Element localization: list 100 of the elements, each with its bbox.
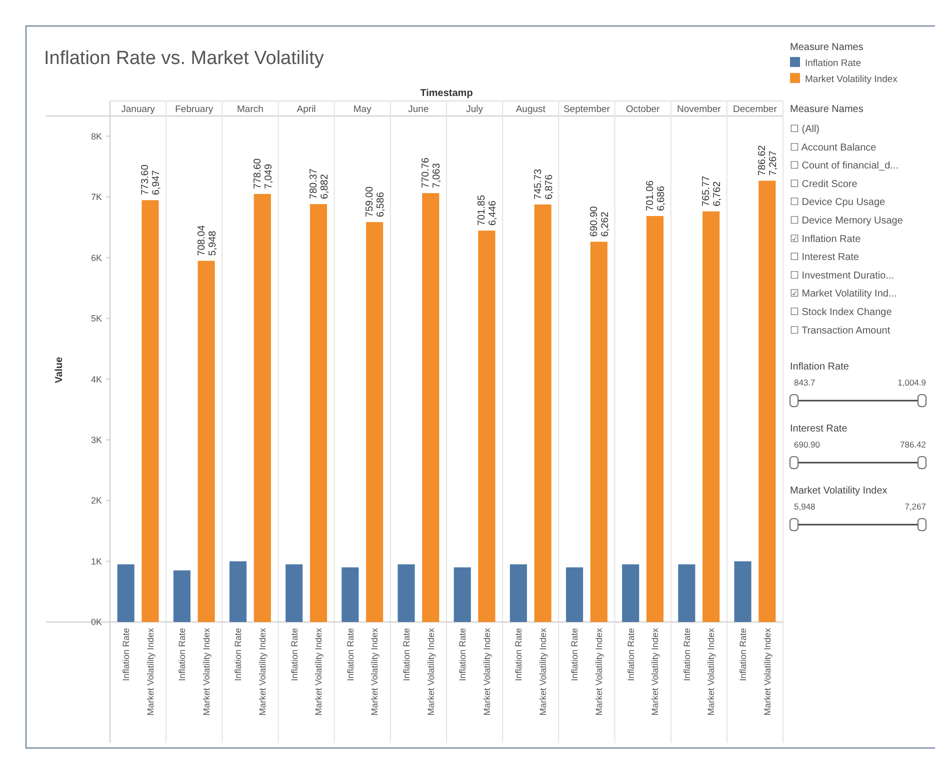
text: Market Volatility Index: [201, 628, 212, 716]
bar: [510, 564, 527, 622]
bar: [702, 211, 720, 622]
text: Inflation Rate: [177, 628, 188, 682]
x-tick-label: May: [353, 104, 372, 115]
category-label: ☐ Count of financial_d...: [790, 160, 898, 172]
text: Market Volatility Index: [482, 628, 492, 716]
category-label: ☐ Credit Score: [790, 178, 858, 190]
text: Inflation Rate: [458, 628, 468, 682]
data-label: 773.60 6,947: [140, 164, 162, 196]
bar: [366, 222, 384, 622]
data-label: 786.62 7,267: [757, 144, 780, 176]
y-tick-label: 4K: [90, 374, 102, 384]
bar: [342, 567, 359, 622]
bar: [566, 567, 584, 622]
x-tick-label: March: [237, 104, 264, 115]
bar: [590, 242, 608, 622]
text: Market Volatility Index: [594, 628, 604, 716]
y-tick-label: 8K: [90, 131, 102, 142]
text: Market Volatility Index: [426, 628, 436, 716]
data-label: 708.04 5,948: [196, 224, 218, 256]
text: Market Volatility Index: [706, 628, 716, 716]
text: Inflation Rate: [233, 628, 244, 682]
text: Inflation Rate: [570, 628, 580, 682]
category-label: ☐ Transaction Amount: [790, 325, 890, 336]
text: Market Volatility Index: [314, 628, 324, 716]
data-label: 765.77 6,762: [701, 175, 724, 206]
bar: [398, 564, 415, 622]
text: Inflation Rate: [289, 628, 300, 682]
text: 5,948: [794, 502, 816, 512]
data-label: 770.76 7,063: [420, 157, 443, 188]
text: Market Volatility Index: [538, 628, 548, 716]
data-label: 780.37 6,882: [308, 168, 330, 200]
category-label: ☐ Device Cpu Usage: [790, 197, 886, 208]
x-tick-label: November: [676, 104, 721, 115]
x-tick-label: February: [175, 104, 214, 115]
text: Inflation Rate: [514, 628, 524, 682]
y-tick-label: 7K: [90, 192, 102, 202]
text: Measure Names: [790, 104, 864, 115]
y-tick-label: 1K: [90, 556, 102, 566]
bar: [646, 216, 664, 622]
bar: [534, 204, 552, 622]
category-label: ☐ Interest Rate: [790, 252, 860, 264]
bar: [286, 564, 303, 622]
bar: [198, 260, 215, 622]
bar: [173, 570, 190, 622]
text: 1,004.9: [898, 378, 926, 388]
x-axis-title: Timestamp: [420, 88, 473, 99]
bar: [478, 230, 496, 622]
bar: [758, 180, 776, 622]
data-label: 745.73 6,876: [532, 168, 555, 200]
category-label: ☑ Market Volatility Ind...: [790, 288, 897, 300]
bar: [622, 564, 640, 622]
category-label: ☐ Account Balance: [790, 142, 877, 154]
x-tick-label: August: [516, 104, 546, 115]
text: Market Volatility Index: [790, 486, 888, 497]
text: 786.42: [900, 440, 926, 450]
text: Inflation Rate: [790, 362, 850, 373]
text: Inflation Rate: [121, 628, 131, 682]
text: Interest Rate: [790, 424, 848, 435]
x-tick-label: September: [563, 104, 610, 115]
text: Market Volatility Index: [762, 628, 772, 716]
legend-label: Inflation Rate: [805, 58, 861, 69]
category-label: ☐ Investment Duratio...: [790, 270, 894, 282]
category-label: ☐ Stock Index Change: [790, 307, 892, 318]
x-tick-label: July: [466, 104, 484, 115]
text: Market Volatility Index: [145, 628, 156, 716]
y-tick-label: 0K: [90, 617, 102, 628]
bar: [734, 561, 752, 622]
text: Inflation Rate: [626, 628, 636, 682]
bar: [117, 564, 134, 622]
x-tick-label: December: [733, 104, 777, 115]
text: Inflation Rate: [401, 628, 412, 682]
category-label: ☐ Device Memory Usage: [790, 216, 904, 226]
y-tick-label: 5K: [90, 314, 102, 324]
category-label: ☐ (All): [790, 124, 820, 135]
text: 843.7: [794, 378, 816, 388]
text: Inflation Rate: [345, 628, 356, 682]
bar: [678, 564, 696, 622]
y-tick-label: 2K: [90, 496, 102, 506]
category-label: ☑ Inflation Rate: [790, 234, 862, 245]
data-label: 759.00 6,586: [364, 186, 387, 218]
legend-title: Measure Names: [790, 42, 864, 53]
y-tick-label: 3K: [90, 434, 102, 445]
text: Market Volatility Index: [258, 628, 268, 716]
text: Inflation Rate: [738, 628, 748, 682]
legend-label: Market Volatility Index: [805, 74, 898, 85]
data-label: 701.85 6,446: [476, 194, 499, 226]
x-tick-label: June: [408, 104, 429, 115]
bar: [310, 204, 328, 622]
bar: [142, 200, 159, 622]
text: Inflation Rate: [682, 628, 692, 682]
x-tick-label: January: [121, 104, 156, 115]
data-label: 778.60 7,049: [252, 158, 274, 189]
text: 7,267: [904, 502, 926, 512]
chart-title: Inflation Rate vs. Market Volatility: [44, 48, 324, 69]
bar: [229, 561, 247, 622]
text: Market Volatility Index: [370, 628, 380, 716]
text: Market Volatility Index: [650, 628, 660, 716]
text: 690.90: [794, 440, 820, 450]
